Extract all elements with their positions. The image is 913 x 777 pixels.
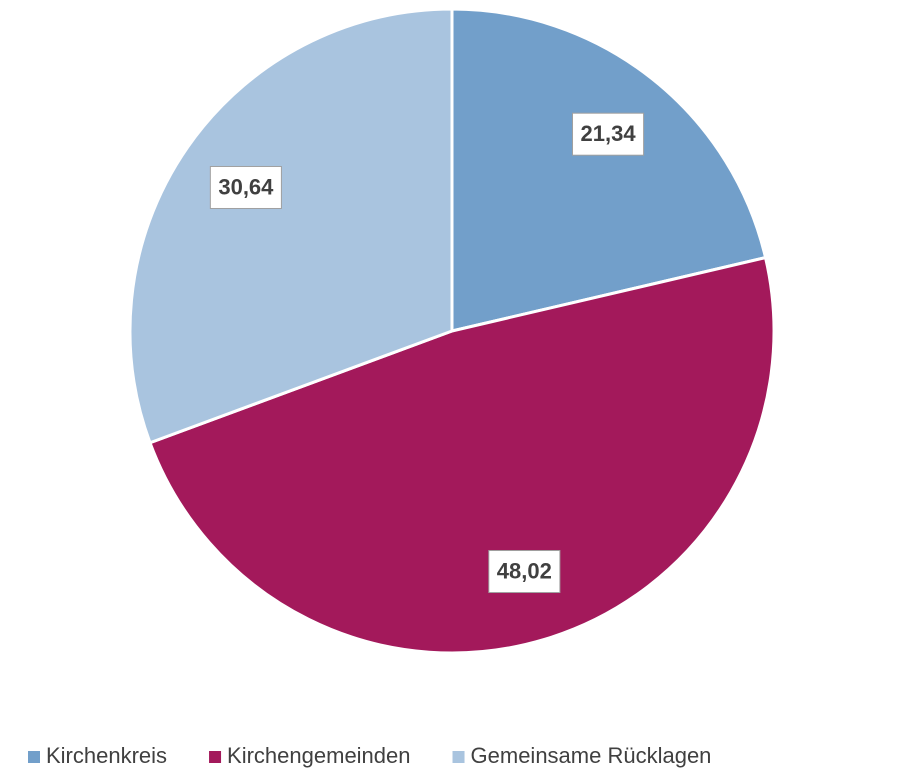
legend-label: Kirchenkreis [46, 743, 167, 768]
pie-slice [128, 7, 454, 445]
data-label: 30,64 [218, 174, 274, 199]
pie-slice [148, 255, 776, 655]
legend-swatch [209, 751, 222, 763]
legend-swatch [28, 751, 40, 763]
pie-slice [450, 7, 768, 333]
data-label-box [488, 550, 561, 594]
data-label-box [209, 165, 282, 209]
legend-swatch [452, 751, 465, 763]
legend-label: Kirchengemeinden [227, 743, 410, 768]
data-label: 21,34 [581, 121, 637, 146]
data-label: 48,02 [497, 558, 552, 583]
legend-label: Gemeinsame Rücklagen [471, 743, 712, 768]
data-label-box [572, 112, 645, 156]
